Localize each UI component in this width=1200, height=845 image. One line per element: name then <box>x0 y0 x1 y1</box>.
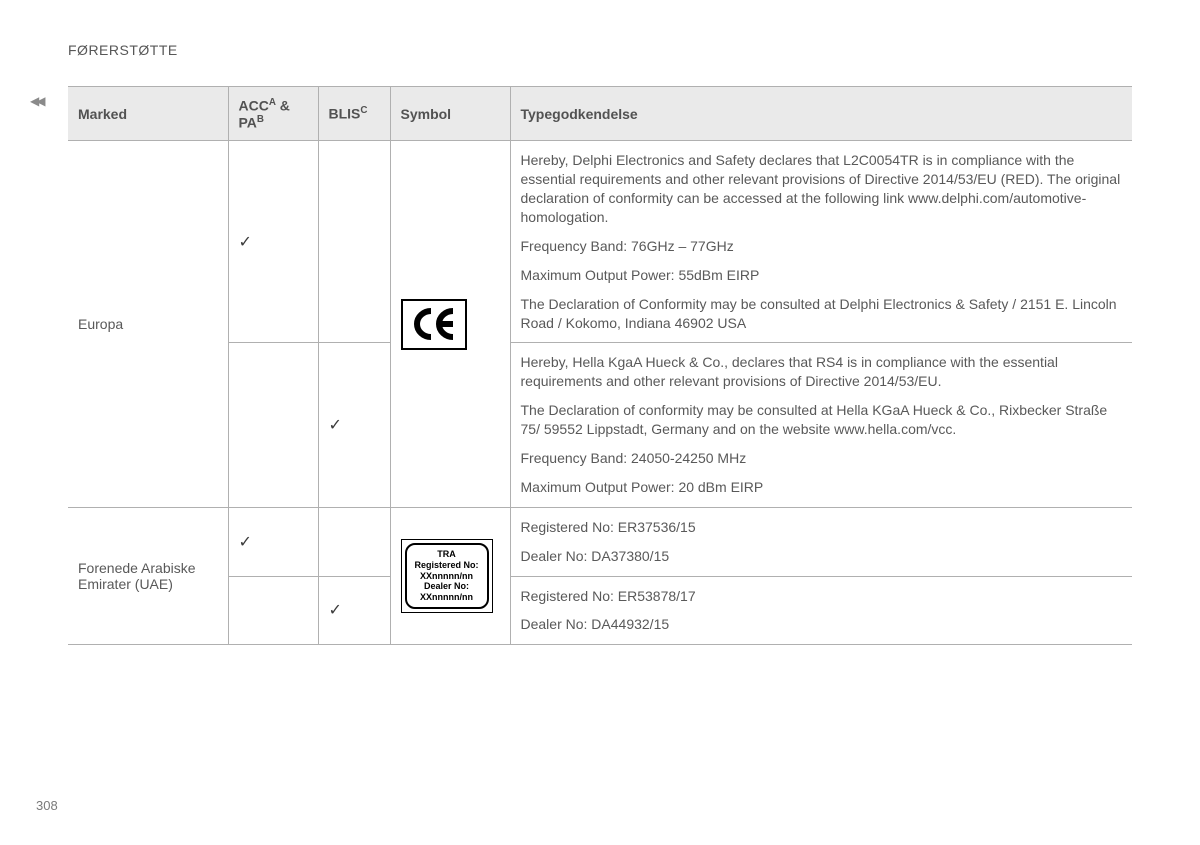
type-approval-table: Marked ACCA & PAB BLISC Symbol Typegodke… <box>68 86 1132 645</box>
blis-check: ✓ <box>318 576 390 645</box>
acc-check <box>228 576 318 645</box>
acc-check <box>228 343 318 507</box>
type-cell: Hereby, Hella KgaA Hueck & Co., declares… <box>510 343 1132 507</box>
type-cell: Hereby, Delphi Electronics and Safety de… <box>510 141 1132 343</box>
header-blis: BLISC <box>318 87 390 141</box>
document-page: FØRERSTØTTE ◀◀ Marked ACCA & PAB BLISC S… <box>0 0 1200 845</box>
header-marked: Marked <box>68 87 228 141</box>
table-row: ✓ Hereby, Hella KgaA Hueck & Co., declar… <box>68 343 1132 507</box>
table-row: ✓ Registered No: ER53878/17Dealer No: DA… <box>68 576 1132 645</box>
table-row: Forenede Arabiske Emirater (UAE) ✓ TRARe… <box>68 507 1132 576</box>
ce-mark-icon <box>401 299 467 350</box>
check-icon: ✓ <box>329 602 342 619</box>
header-symbol: Symbol <box>390 87 510 141</box>
prev-page-icon[interactable]: ◀◀ <box>30 94 42 108</box>
check-icon: ✓ <box>329 417 342 434</box>
tra-box-outer: TRARegistered No:XXnnnnn/nnDealer No:XXn… <box>401 539 493 613</box>
table-header-row: Marked ACCA & PAB BLISC Symbol Typegodke… <box>68 87 1132 141</box>
table-row: Europa ✓ Hereby, Delphi Electronic <box>68 141 1132 343</box>
symbol-cell-tra: TRARegistered No:XXnnnnn/nnDealer No:XXn… <box>390 507 510 645</box>
header-type: Typegodkendelse <box>510 87 1132 141</box>
header-acc-pa: ACCA & PAB <box>228 87 318 141</box>
blis-check <box>318 507 390 576</box>
page-number: 308 <box>36 798 58 813</box>
check-icon: ✓ <box>239 534 252 551</box>
acc-check: ✓ <box>228 507 318 576</box>
type-cell: Registered No: ER37536/15Dealer No: DA37… <box>510 507 1132 576</box>
marked-cell-europa: Europa <box>68 141 228 507</box>
type-cell: Registered No: ER53878/17Dealer No: DA44… <box>510 576 1132 645</box>
blis-check <box>318 141 390 343</box>
section-heading: FØRERSTØTTE <box>68 42 1132 58</box>
marked-cell-uae: Forenede Arabiske Emirater (UAE) <box>68 507 228 645</box>
acc-check: ✓ <box>228 141 318 343</box>
check-icon: ✓ <box>239 234 252 251</box>
symbol-cell-ce <box>390 141 510 507</box>
tra-mark-icon: TRARegistered No:XXnnnnn/nnDealer No:XXn… <box>405 543 489 609</box>
blis-check: ✓ <box>318 343 390 507</box>
